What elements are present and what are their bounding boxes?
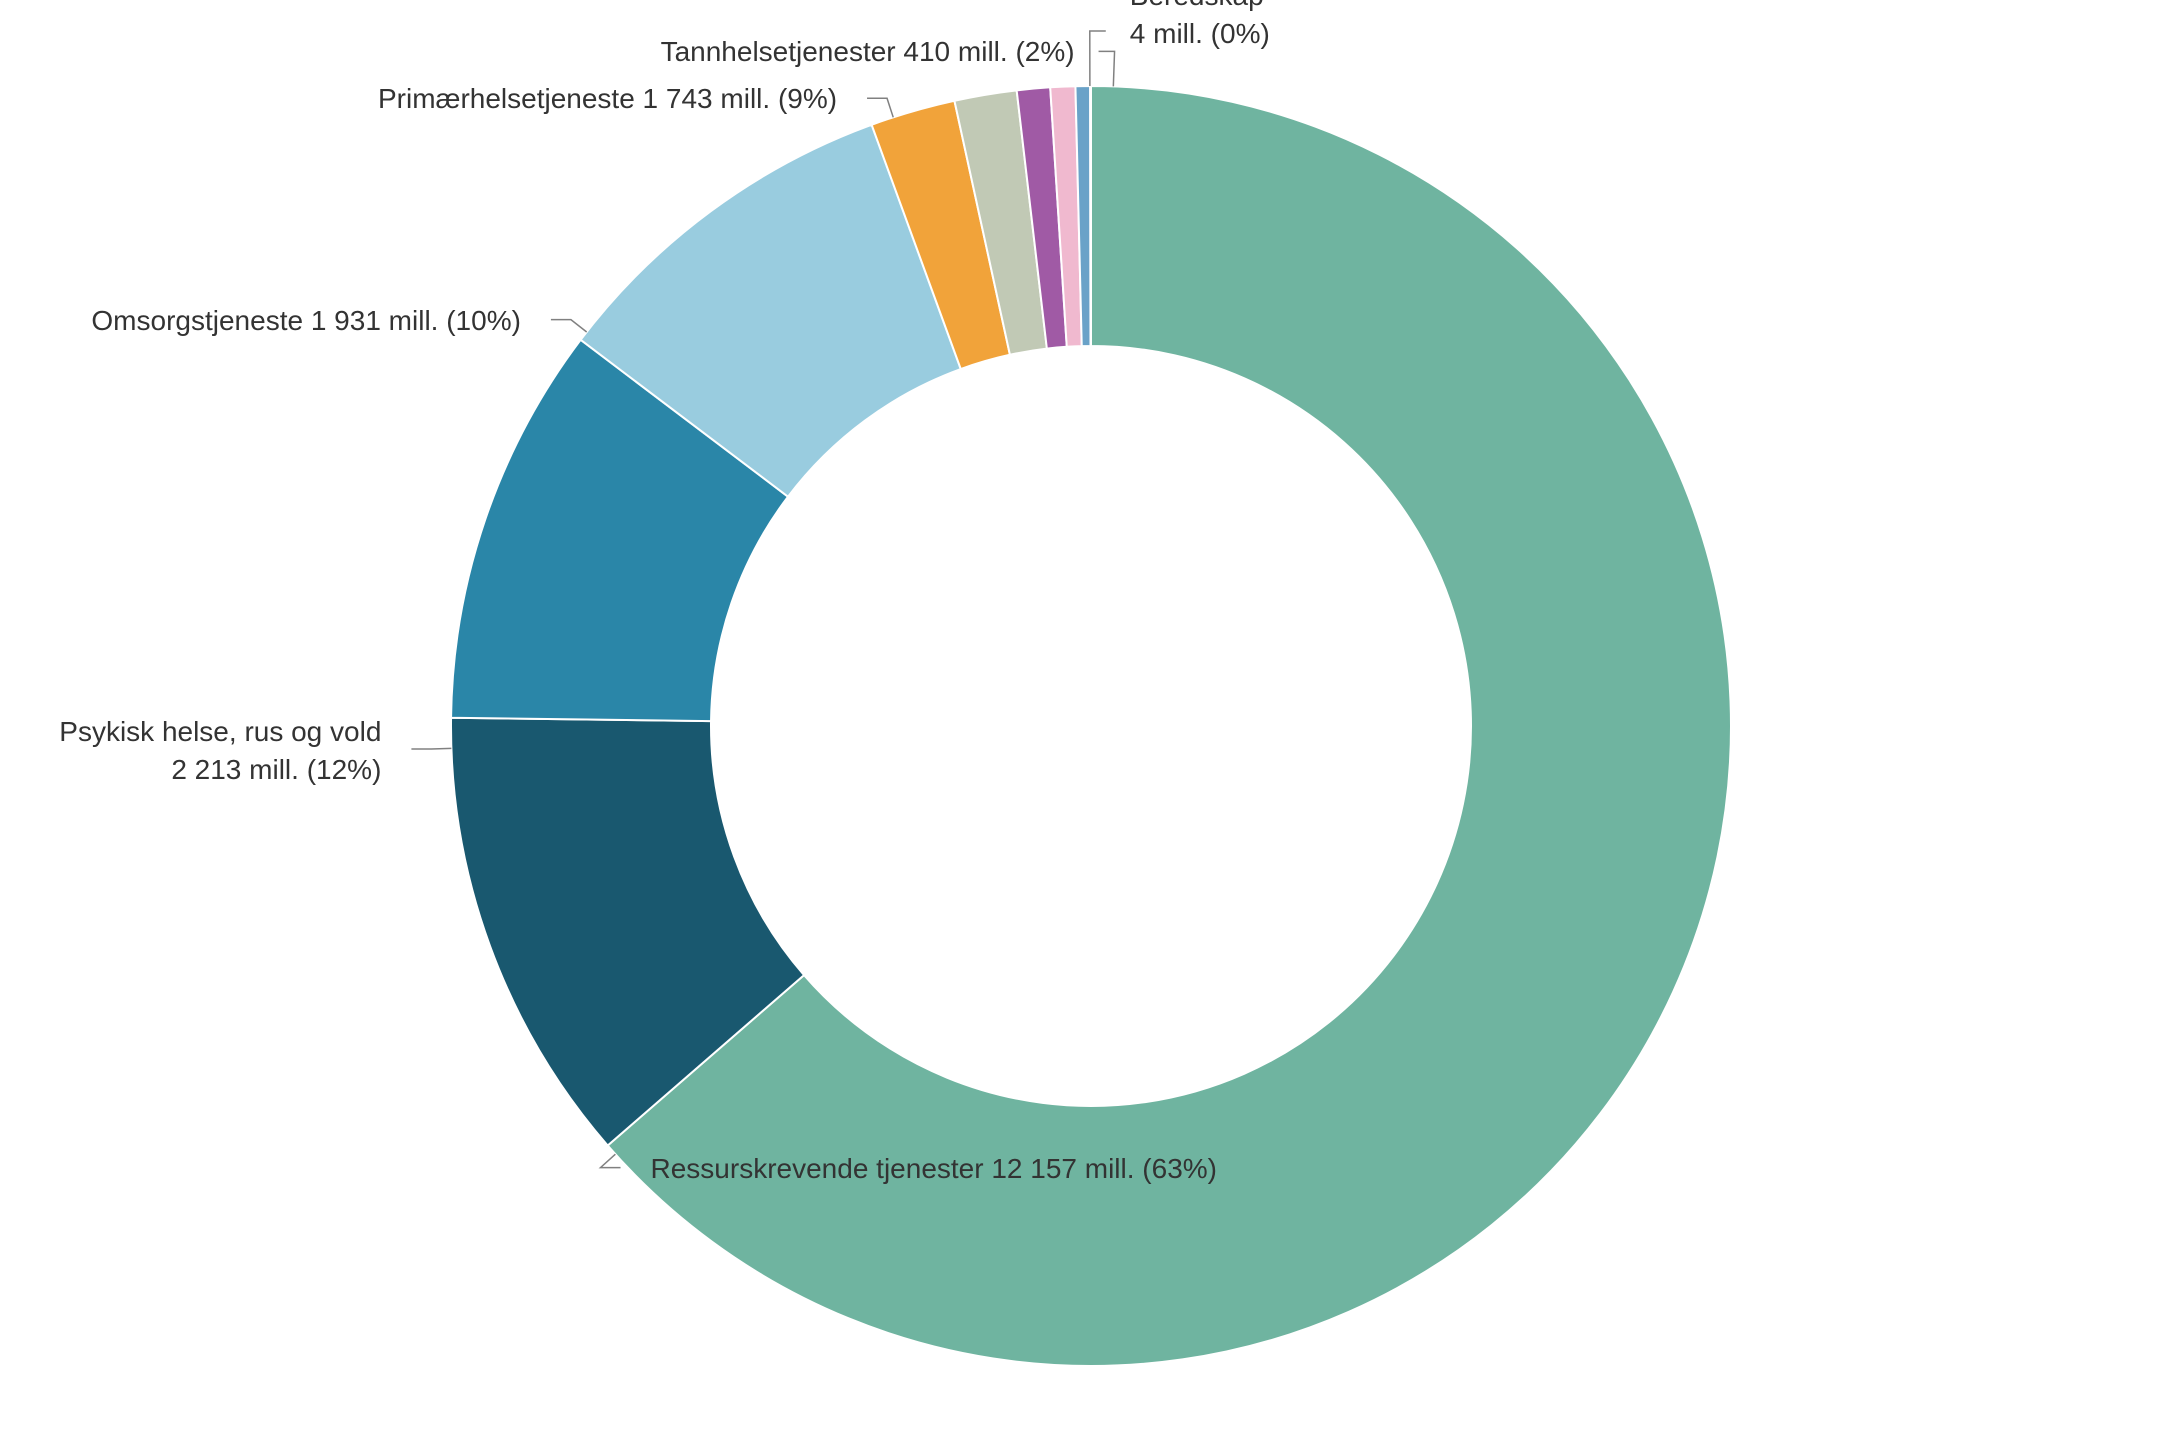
leader-Tannhelsetjenester — [1099, 51, 1115, 86]
leader-Primærhelsetjeneste — [867, 98, 893, 117]
label-Primærhelsetjeneste: Primærhelsetjeneste 1 743 mill. (9%) — [378, 80, 837, 118]
slice-Beredskap[interactable] — [1090, 86, 1091, 346]
label-Tannhelsetjenester: Tannhelsetjenester 410 mill. (2%) — [661, 33, 1075, 71]
label-Beredskap: Beredskap4 mill. (0%) — [1130, 0, 1270, 53]
leader-Beredskap — [1090, 31, 1106, 86]
label-Omsorgstjeneste: Omsorgstjeneste 1 931 mill. (10%) — [91, 302, 521, 340]
leader-Omsorgstjeneste — [551, 320, 587, 332]
label-Ressurskrevende tjenester: Ressurskrevende tjenester 12 157 mill. (… — [651, 1150, 1217, 1188]
leader-Psykisk helse, rus og vold — [411, 748, 451, 749]
label-Psykisk helse, rus og vold: Psykisk helse, rus og vold2 213 mill. (1… — [59, 713, 381, 789]
donut-chart: Ressurskrevende tjenester 12 157 mill. (… — [0, 0, 2182, 1453]
